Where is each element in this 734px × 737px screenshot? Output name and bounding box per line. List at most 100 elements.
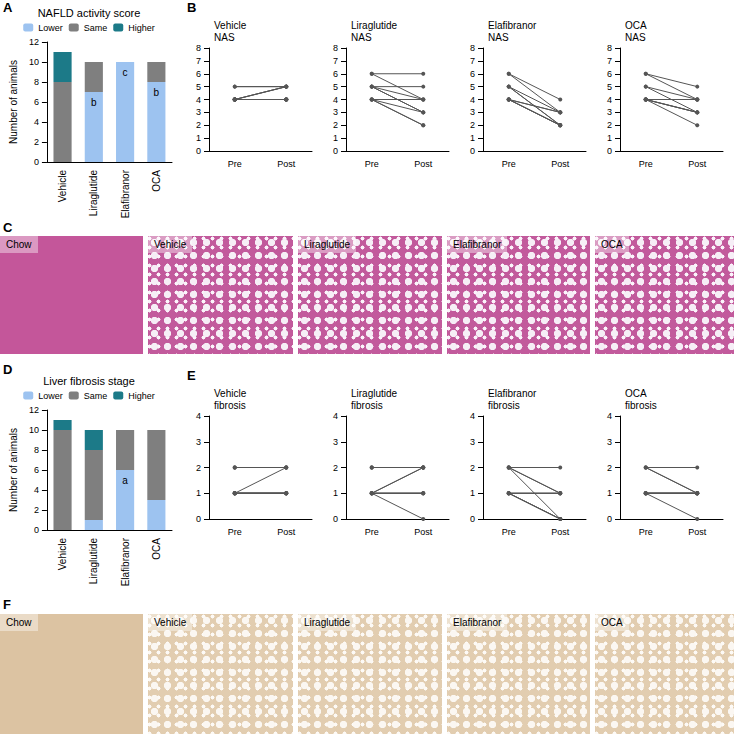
svg-text:Post: Post: [551, 527, 570, 537]
svg-text:NAS: NAS: [625, 32, 646, 43]
svg-text:OCA: OCA: [625, 20, 647, 31]
svg-text:Pre: Pre: [639, 159, 653, 169]
svg-text:0: 0: [333, 146, 338, 156]
svg-text:6: 6: [607, 69, 612, 79]
svg-text:0: 0: [196, 146, 201, 156]
svg-text:0: 0: [34, 157, 39, 167]
svg-text:0: 0: [34, 525, 39, 535]
svg-text:Liraglutide: Liraglutide: [88, 170, 99, 217]
svg-text:fibrosis: fibrosis: [488, 400, 520, 411]
svg-text:Number of animals: Number of animals: [8, 428, 19, 512]
svg-text:1: 1: [196, 488, 201, 498]
svg-text:Post: Post: [551, 159, 570, 169]
svg-text:b: b: [154, 87, 160, 98]
svg-text:5: 5: [470, 82, 475, 92]
svg-text:NAS: NAS: [351, 32, 372, 43]
svg-text:3: 3: [196, 437, 201, 447]
svg-text:7: 7: [607, 56, 612, 66]
svg-text:0: 0: [607, 514, 612, 524]
svg-text:3: 3: [333, 437, 338, 447]
svg-text:1: 1: [333, 488, 338, 498]
svg-text:Vehicle: Vehicle: [214, 20, 247, 31]
svg-text:Lower: Lower: [38, 23, 63, 33]
svg-text:Number of animals: Number of animals: [8, 60, 19, 144]
svg-text:0: 0: [607, 146, 612, 156]
svg-text:Elafibranor: Elafibranor: [488, 388, 537, 399]
svg-text:3: 3: [607, 107, 612, 117]
svg-text:3: 3: [470, 107, 475, 117]
svg-text:3: 3: [333, 107, 338, 117]
svg-text:1: 1: [196, 133, 201, 143]
svg-text:4: 4: [333, 411, 338, 421]
svg-text:Post: Post: [277, 159, 296, 169]
svg-text:2: 2: [34, 505, 39, 515]
svg-text:8: 8: [34, 77, 39, 87]
svg-text:NAFLD activity score: NAFLD activity score: [38, 7, 141, 19]
svg-text:6: 6: [333, 69, 338, 79]
svg-text:2: 2: [196, 463, 201, 473]
svg-text:NAS: NAS: [214, 32, 235, 43]
svg-text:Same: Same: [84, 391, 108, 401]
svg-text:7: 7: [333, 56, 338, 66]
svg-text:2: 2: [196, 120, 201, 130]
svg-text:Post: Post: [688, 159, 707, 169]
svg-text:0: 0: [470, 146, 475, 156]
svg-text:6: 6: [34, 465, 39, 475]
svg-text:2: 2: [34, 137, 39, 147]
svg-text:Liver fibrosis stage: Liver fibrosis stage: [43, 375, 135, 387]
svg-text:b: b: [91, 97, 97, 108]
svg-text:4: 4: [196, 411, 201, 421]
svg-text:10: 10: [29, 425, 39, 435]
svg-text:Lower: Lower: [38, 391, 63, 401]
svg-text:1: 1: [333, 133, 338, 143]
svg-text:0: 0: [470, 514, 475, 524]
svg-text:2: 2: [333, 120, 338, 130]
svg-text:10: 10: [29, 57, 39, 67]
svg-text:Higher: Higher: [128, 23, 155, 33]
svg-text:7: 7: [196, 56, 201, 66]
svg-text:Post: Post: [414, 527, 433, 537]
svg-text:OCA: OCA: [625, 388, 647, 399]
svg-text:Pre: Pre: [365, 159, 379, 169]
svg-text:2: 2: [470, 463, 475, 473]
svg-text:5: 5: [333, 82, 338, 92]
svg-text:OCA: OCA: [151, 538, 162, 560]
svg-text:fibrosis: fibrosis: [214, 400, 246, 411]
svg-text:Post: Post: [414, 159, 433, 169]
svg-text:5: 5: [607, 82, 612, 92]
svg-text:2: 2: [607, 463, 612, 473]
svg-text:8: 8: [196, 43, 201, 53]
svg-text:Pre: Pre: [502, 527, 516, 537]
svg-text:Elafibranor: Elafibranor: [488, 20, 537, 31]
svg-text:Pre: Pre: [365, 527, 379, 537]
svg-text:4: 4: [607, 411, 612, 421]
svg-text:8: 8: [470, 43, 475, 53]
svg-text:3: 3: [607, 437, 612, 447]
svg-text:3: 3: [470, 437, 475, 447]
svg-text:7: 7: [470, 56, 475, 66]
svg-text:8: 8: [607, 43, 612, 53]
svg-text:3: 3: [196, 107, 201, 117]
svg-text:12: 12: [29, 37, 39, 47]
svg-text:a: a: [122, 475, 128, 486]
svg-text:2: 2: [607, 120, 612, 130]
svg-text:1: 1: [607, 488, 612, 498]
svg-text:Elafibranor: Elafibranor: [120, 537, 131, 586]
svg-text:1: 1: [470, 133, 475, 143]
svg-text:6: 6: [34, 97, 39, 107]
svg-text:8: 8: [34, 445, 39, 455]
svg-text:4: 4: [607, 95, 612, 105]
svg-text:4: 4: [34, 117, 39, 127]
svg-text:4: 4: [333, 95, 338, 105]
svg-text:Pre: Pre: [639, 527, 653, 537]
svg-text:Pre: Pre: [502, 159, 516, 169]
svg-text:0: 0: [333, 514, 338, 524]
svg-text:fibrosis: fibrosis: [625, 400, 657, 411]
svg-text:6: 6: [470, 69, 475, 79]
svg-text:Pre: Pre: [228, 527, 242, 537]
svg-text:4: 4: [196, 95, 201, 105]
svg-text:Vehicle: Vehicle: [57, 538, 68, 571]
svg-text:Liraglutide: Liraglutide: [351, 388, 398, 399]
svg-text:Liraglutide: Liraglutide: [351, 20, 398, 31]
svg-text:Vehicle: Vehicle: [214, 388, 247, 399]
